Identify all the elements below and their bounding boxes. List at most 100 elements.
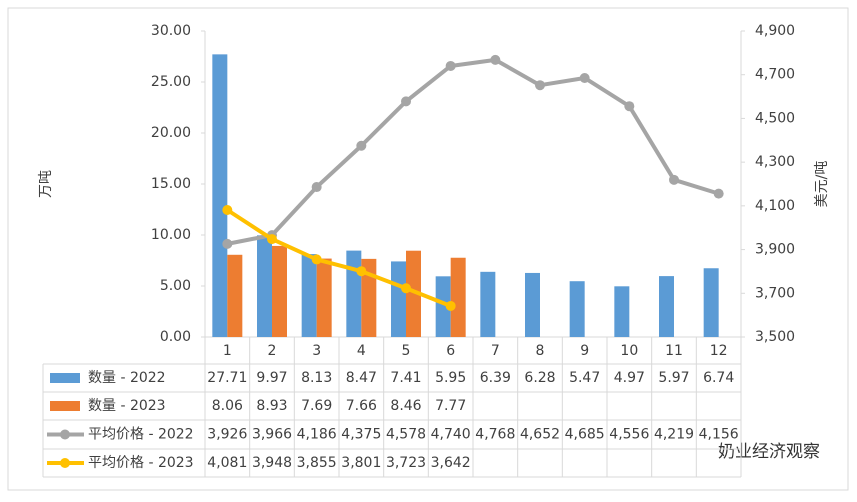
bar xyxy=(212,54,228,337)
line-marker xyxy=(311,182,322,193)
y-tick-label: 10.00 xyxy=(151,227,191,243)
table-value: 7.41 xyxy=(390,370,421,386)
bar xyxy=(480,271,496,337)
legend-label: 平均价格 - 2023 xyxy=(88,455,194,471)
table-value: 5.95 xyxy=(435,370,466,386)
y2-axis-label: 美元/吨 xyxy=(814,161,830,208)
line-marker xyxy=(490,54,501,65)
y2-tick-label: 3,700 xyxy=(755,285,795,301)
table-value: 4,652 xyxy=(520,427,560,443)
y-tick-label: 0.00 xyxy=(160,329,191,345)
y2-tick-label: 4,500 xyxy=(755,110,795,126)
table-value: 4,578 xyxy=(386,427,426,443)
table-value: 4,375 xyxy=(341,427,381,443)
table-value: 6.28 xyxy=(524,370,555,386)
legend-label: 数量 - 2023 xyxy=(88,398,166,414)
y-axis-label: 万吨 xyxy=(38,170,54,198)
line xyxy=(226,57,720,246)
line-marker xyxy=(267,234,277,245)
table-value: 7.69 xyxy=(301,398,332,414)
table-value: 8.46 xyxy=(390,398,421,414)
y2-tick-label: 4,700 xyxy=(755,67,795,83)
bar xyxy=(361,258,377,337)
line-marker xyxy=(222,205,233,216)
legend-swatch xyxy=(50,401,80,411)
table-value: 4,740 xyxy=(431,427,471,443)
bar xyxy=(272,245,287,337)
line-marker xyxy=(222,238,233,249)
line-marker xyxy=(624,101,635,112)
table-value: 6.39 xyxy=(480,370,511,386)
line-marker xyxy=(445,60,456,71)
x-tick-label: 3 xyxy=(312,343,321,359)
y2-tick-label: 4,300 xyxy=(755,154,795,170)
table-value: 4,219 xyxy=(654,427,694,443)
x-tick-label: 11 xyxy=(665,343,683,359)
bar xyxy=(703,268,719,337)
bar xyxy=(435,276,451,337)
table-value: 4,156 xyxy=(699,427,739,443)
legend-swatch xyxy=(50,373,80,383)
bar xyxy=(301,254,317,337)
x-tick-label: 12 xyxy=(710,343,728,359)
legend-marker xyxy=(60,458,70,468)
y-tick-label: 5.00 xyxy=(160,278,191,294)
y2-tick-label: 3,500 xyxy=(755,329,795,345)
table-value: 5.97 xyxy=(658,370,689,386)
table-value: 3,948 xyxy=(252,455,292,471)
table-value: 3,801 xyxy=(341,455,381,471)
x-tick-label: 6 xyxy=(446,343,455,359)
bar xyxy=(406,250,421,337)
line-marker xyxy=(669,174,679,185)
line-marker xyxy=(401,283,411,294)
x-tick-label: 8 xyxy=(536,343,545,359)
line-marker xyxy=(535,80,545,91)
x-tick-label: 9 xyxy=(580,343,589,359)
x-tick-label: 2 xyxy=(268,343,277,359)
table-value: 8.93 xyxy=(256,398,287,414)
bar xyxy=(614,286,630,337)
legend-marker xyxy=(60,429,70,440)
legend-label: 数量 - 2022 xyxy=(88,370,166,386)
x-tick-label: 4 xyxy=(357,343,366,359)
bar xyxy=(316,258,332,337)
table-value: 3,926 xyxy=(207,427,247,443)
bar xyxy=(257,235,272,337)
line-marker xyxy=(445,300,456,311)
table-value: 4,556 xyxy=(609,427,649,443)
bar xyxy=(659,276,674,337)
line-marker xyxy=(579,72,590,83)
table-value: 8.13 xyxy=(301,370,332,386)
table-value: 4,081 xyxy=(207,455,247,471)
bar xyxy=(391,261,406,337)
y-tick-label: 20.00 xyxy=(151,125,191,141)
x-tick-label: 1 xyxy=(223,343,232,359)
bar xyxy=(346,250,362,337)
legend-label: 平均价格 - 2022 xyxy=(88,427,194,443)
x-tick-label: 7 xyxy=(491,343,500,359)
y2-tick-label: 4,100 xyxy=(755,198,795,214)
bar xyxy=(227,254,243,337)
x-tick-label: 10 xyxy=(620,343,638,359)
table-value: 5.47 xyxy=(569,370,600,386)
y2-tick-label: 3,900 xyxy=(755,242,795,258)
y-tick-label: 15.00 xyxy=(151,176,191,192)
y-tick-label: 30.00 xyxy=(151,23,191,39)
watermark: 奶业经济观察 xyxy=(718,442,820,462)
table-value: 3,855 xyxy=(297,455,337,471)
table-value: 3,642 xyxy=(431,455,471,471)
line xyxy=(226,208,452,308)
table-value: 7.77 xyxy=(435,398,466,414)
table-value: 3,723 xyxy=(386,455,426,471)
line-marker xyxy=(356,140,367,151)
y2-tick-label: 4,900 xyxy=(755,23,795,39)
line-marker xyxy=(401,96,411,107)
table-value: 8.47 xyxy=(346,370,377,386)
table-value: 4,768 xyxy=(475,427,515,443)
table-value: 9.97 xyxy=(256,370,287,386)
table-value: 8.06 xyxy=(212,398,243,414)
bar xyxy=(450,257,466,337)
table-value: 4.97 xyxy=(614,370,645,386)
table-value: 7.66 xyxy=(346,398,377,414)
